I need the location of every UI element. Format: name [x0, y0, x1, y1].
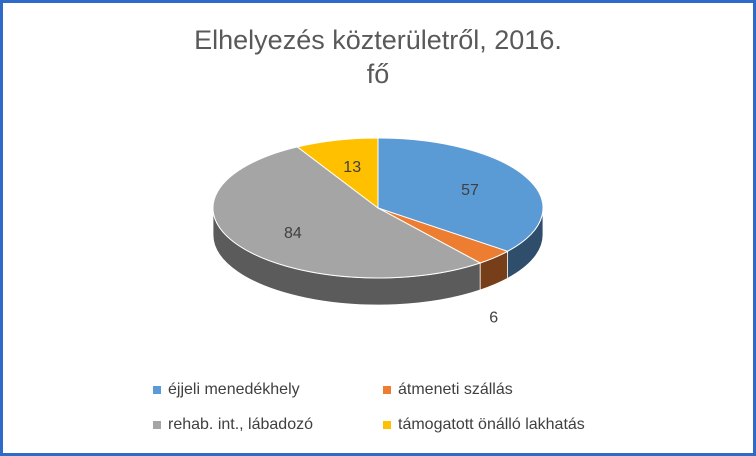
legend-label-ejjeli: éjjeli menedékhely [168, 381, 300, 398]
data-label-ejjeli: 57 [461, 182, 479, 199]
legend-item-rehab: rehab. int., lábadozó [153, 416, 313, 434]
data-label-tamogatott: 13 [343, 159, 361, 176]
legend-label-rehab: rehab. int., lábadozó [168, 416, 313, 433]
legend-swatch-rehab [153, 421, 161, 429]
data-labels: 57 6 84 13 [284, 159, 498, 327]
legend-item-ejjeli: éjjeli menedékhely [153, 381, 300, 399]
legend-swatch-tamogatott [383, 421, 391, 429]
pie-slice-ejjeli [377, 137, 544, 252]
chart-title-block: Elhelyezés közterületről, 2016. fő [3, 23, 753, 91]
pie-slice-tamogatott [296, 137, 379, 210]
legend-swatch-atmeneti [383, 386, 391, 394]
chart-title: Elhelyezés közterületről, 2016. [194, 25, 562, 55]
chart-frame: Elhelyezés közterületről, 2016. fő 57 6 84… [3, 3, 753, 453]
pie-top [212, 137, 544, 279]
legend-label-tamogatott: támogatott önálló lakhatás [398, 416, 585, 433]
legend: éjjeli menedékhely átmeneti szállás reha… [3, 3, 753, 453]
pie-slice-rehab [212, 146, 482, 279]
legend-label-atmeneti: átmeneti szállás [398, 381, 513, 398]
legend-swatch-ejjeli [153, 386, 161, 394]
legend-item-atmeneti: átmeneti szállás [383, 381, 513, 399]
chart-subtitle: fő [366, 59, 390, 89]
data-label-atmeneti: 6 [489, 310, 498, 327]
data-label-rehab: 84 [284, 225, 302, 242]
legend-item-tamogatott: támogatott önálló lakhatás [383, 416, 585, 434]
pie-chart: 57 6 84 13 [212, 137, 544, 327]
